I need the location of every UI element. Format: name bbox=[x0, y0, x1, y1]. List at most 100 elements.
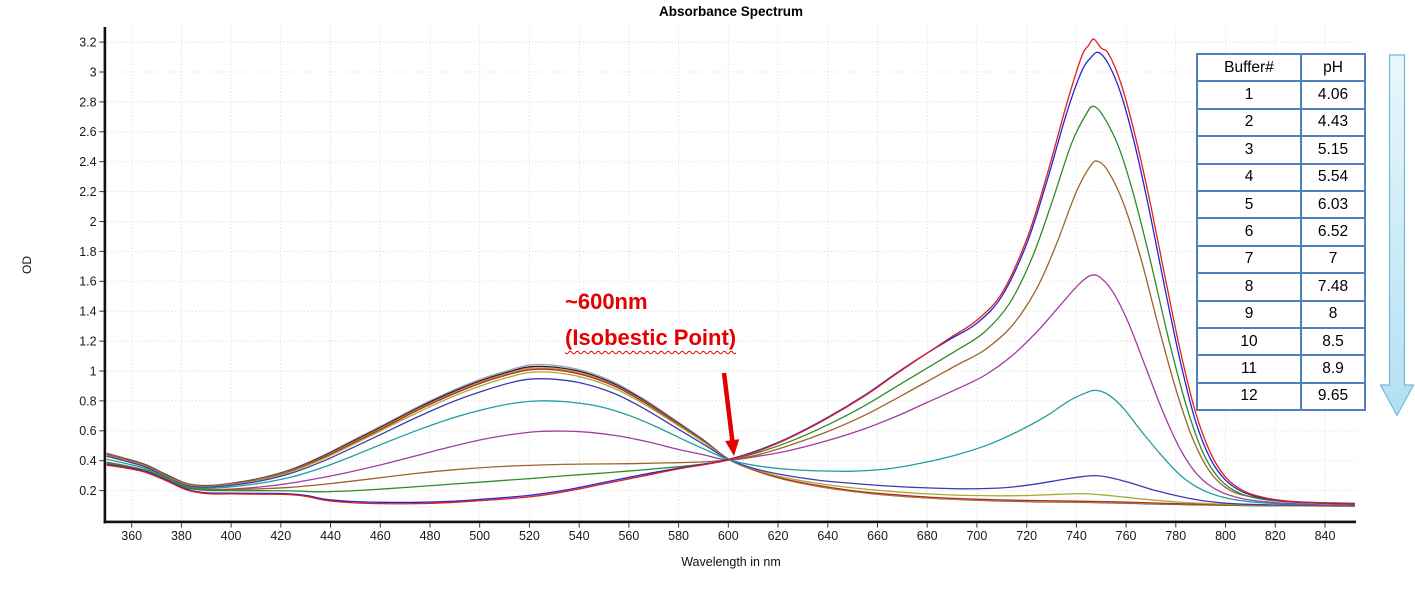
x-tick-label: 540 bbox=[569, 529, 590, 543]
curve-buffer-7-ph-7-: Buffer 7 (pH 7) bbox=[106, 378, 1355, 507]
buffer-table-header-cell: pH bbox=[1300, 52, 1366, 83]
y-tick-label: 3.2 bbox=[79, 36, 96, 50]
buffer-number-cell: 5 bbox=[1196, 189, 1302, 220]
isobestic-annotation-line2: (Isobestic Point) bbox=[565, 325, 737, 350]
y-tick-label: 1.8 bbox=[79, 245, 96, 259]
x-tick-label: 440 bbox=[320, 529, 341, 543]
buffer-table-header-cell: Buffer# bbox=[1196, 52, 1302, 83]
buffer-ph-table-grid: Buffer# pH 1 4.06 2 4.43 3 5.15 4 5.54 5 6.03 6 6.52 7… bbox=[1196, 52, 1366, 412]
ph-gradient-arrow bbox=[1379, 54, 1415, 417]
y-tick-label: 1.6 bbox=[79, 275, 96, 289]
y-tick-label: 3 bbox=[90, 65, 97, 79]
ph-value-cell: 8.5 bbox=[1300, 326, 1366, 357]
y-axis-label: OD bbox=[20, 256, 34, 274]
x-tick-labels: 360 380 400 420 440 460 480 500 520 540 560 580 600 6… bbox=[121, 529, 1335, 543]
buffer-table-header-row: Buffer# pH bbox=[1196, 52, 1366, 83]
x-tick-label: 660 bbox=[867, 529, 888, 543]
ph-value-cell: 7.48 bbox=[1300, 272, 1366, 302]
chart-title: Absorbance Spectrum bbox=[658, 4, 804, 19]
ph-value-cell: 6.52 bbox=[1300, 217, 1366, 247]
ph-value-cell: 8 bbox=[1300, 299, 1366, 329]
buffer-table-row: 2 4.43 bbox=[1196, 107, 1366, 138]
buffer-number-cell: 10 bbox=[1196, 326, 1302, 357]
x-tick-label: 520 bbox=[519, 529, 540, 543]
y-tick-label: 2.4 bbox=[79, 155, 96, 169]
buffer-number-cell: 6 bbox=[1196, 217, 1302, 247]
buffer-number-cell: 4 bbox=[1196, 162, 1302, 192]
curve-buffer-1-ph-4.06-: Buffer 1 (pH 4.06) bbox=[106, 38, 1355, 505]
buffer-number-cell: 9 bbox=[1196, 299, 1302, 329]
x-tick-label: 820 bbox=[1265, 529, 1286, 543]
y-tick-label: 0.2 bbox=[79, 484, 96, 498]
x-tick-label: 460 bbox=[370, 529, 391, 543]
buffer-number-cell: 3 bbox=[1196, 135, 1302, 165]
x-tick-label: 420 bbox=[270, 529, 291, 543]
x-tick-label: 780 bbox=[1165, 529, 1186, 543]
buffer-number-cell: 12 bbox=[1196, 381, 1302, 412]
ph-value-cell: 4.43 bbox=[1300, 107, 1366, 138]
x-tick-label: 360 bbox=[121, 529, 142, 543]
series-curves: Buffer 12 (pH 9.65)Buffer 11 (pH 8.9)Buf… bbox=[106, 38, 1355, 507]
buffer-table-row: 4 5.54 bbox=[1196, 162, 1366, 192]
x-tick-label: 500 bbox=[469, 529, 490, 543]
buffer-table-row: 12 9.65 bbox=[1196, 381, 1366, 412]
x-tick-label: 740 bbox=[1066, 529, 1087, 543]
curve-buffer-3-ph-5.15-: Buffer 3 (pH 5.15) bbox=[106, 105, 1355, 506]
y-tick-label: 2.2 bbox=[79, 185, 96, 199]
buffer-table-row: 3 5.15 bbox=[1196, 135, 1366, 165]
curve-buffer-4-ph-5.54-: Buffer 4 (pH 5.54) bbox=[106, 160, 1355, 505]
buffer-table-row: 6 6.52 bbox=[1196, 217, 1366, 247]
isobestic-annotation: ~600nm (Isobestic Point) bbox=[565, 284, 736, 356]
x-tick-label: 580 bbox=[668, 529, 689, 543]
y-tick-label: 2 bbox=[90, 215, 97, 229]
ph-value-cell: 5.15 bbox=[1300, 135, 1366, 165]
ph-value-cell: 4.06 bbox=[1300, 80, 1366, 110]
y-tick-label: 1.4 bbox=[79, 305, 96, 319]
buffer-ph-table: Buffer# pH 1 4.06 2 4.43 3 5.15 4 5.54 5 6.03 6 6.52 7… bbox=[1196, 52, 1366, 412]
buffer-number-cell: 1 bbox=[1196, 80, 1302, 110]
buffer-number-cell: 2 bbox=[1196, 107, 1302, 138]
x-tick-label: 840 bbox=[1315, 529, 1336, 543]
buffer-number-cell: 11 bbox=[1196, 354, 1302, 384]
buffer-number-cell: 7 bbox=[1196, 244, 1302, 275]
isobestic-annotation-line1: ~600nm bbox=[565, 289, 648, 314]
isobestic-arrow bbox=[721, 372, 740, 456]
x-tick-label: 620 bbox=[768, 529, 789, 543]
x-tick-label: 600 bbox=[718, 529, 739, 543]
x-tick-label: 380 bbox=[171, 529, 192, 543]
x-tick-label: 480 bbox=[420, 529, 441, 543]
buffer-number-cell: 8 bbox=[1196, 272, 1302, 302]
y-tick-labels: 0.2 0.4 0.6 0.8 1 1.2 1.4 1.6 1.8 2 2.2 2.4 2.6 2.8 3 3… bbox=[79, 36, 96, 499]
ph-value-cell: 9.65 bbox=[1300, 381, 1366, 412]
buffer-table-row: 5 6.03 bbox=[1196, 189, 1366, 220]
buffer-table-row: 11 8.9 bbox=[1196, 354, 1366, 384]
buffer-table-row: 8 7.48 bbox=[1196, 272, 1366, 302]
y-tick-label: 2.8 bbox=[79, 95, 96, 109]
buffer-table-row: 10 8.5 bbox=[1196, 326, 1366, 357]
x-tick-label: 760 bbox=[1116, 529, 1137, 543]
ph-value-cell: 6.03 bbox=[1300, 189, 1366, 220]
x-tick-label: 700 bbox=[966, 529, 987, 543]
y-tick-label: 0.6 bbox=[79, 424, 96, 438]
ph-value-cell: 5.54 bbox=[1300, 162, 1366, 192]
x-tick-label: 800 bbox=[1215, 529, 1236, 543]
ph-value-cell: 8.9 bbox=[1300, 354, 1366, 384]
y-tick-label: 2.6 bbox=[79, 125, 96, 139]
curve-buffer-5-ph-6.03-: Buffer 5 (pH 6.03) bbox=[106, 274, 1355, 507]
y-tick-label: 0.4 bbox=[79, 454, 96, 468]
ph-value-cell: 7 bbox=[1300, 244, 1366, 275]
x-tick-label: 400 bbox=[221, 529, 242, 543]
axes bbox=[99, 27, 1357, 528]
y-tick-label: 0.8 bbox=[79, 394, 96, 408]
curve-buffer-8-ph-7.48-: Buffer 8 (pH 7.48) bbox=[106, 371, 1355, 507]
y-tick-label: 1 bbox=[90, 364, 97, 378]
x-tick-label: 560 bbox=[618, 529, 639, 543]
x-axis-label: Wavelength in nm bbox=[681, 555, 781, 569]
buffer-table-row: 1 4.06 bbox=[1196, 80, 1366, 110]
y-tick-label: 1.2 bbox=[79, 335, 96, 349]
x-tick-label: 680 bbox=[917, 529, 938, 543]
